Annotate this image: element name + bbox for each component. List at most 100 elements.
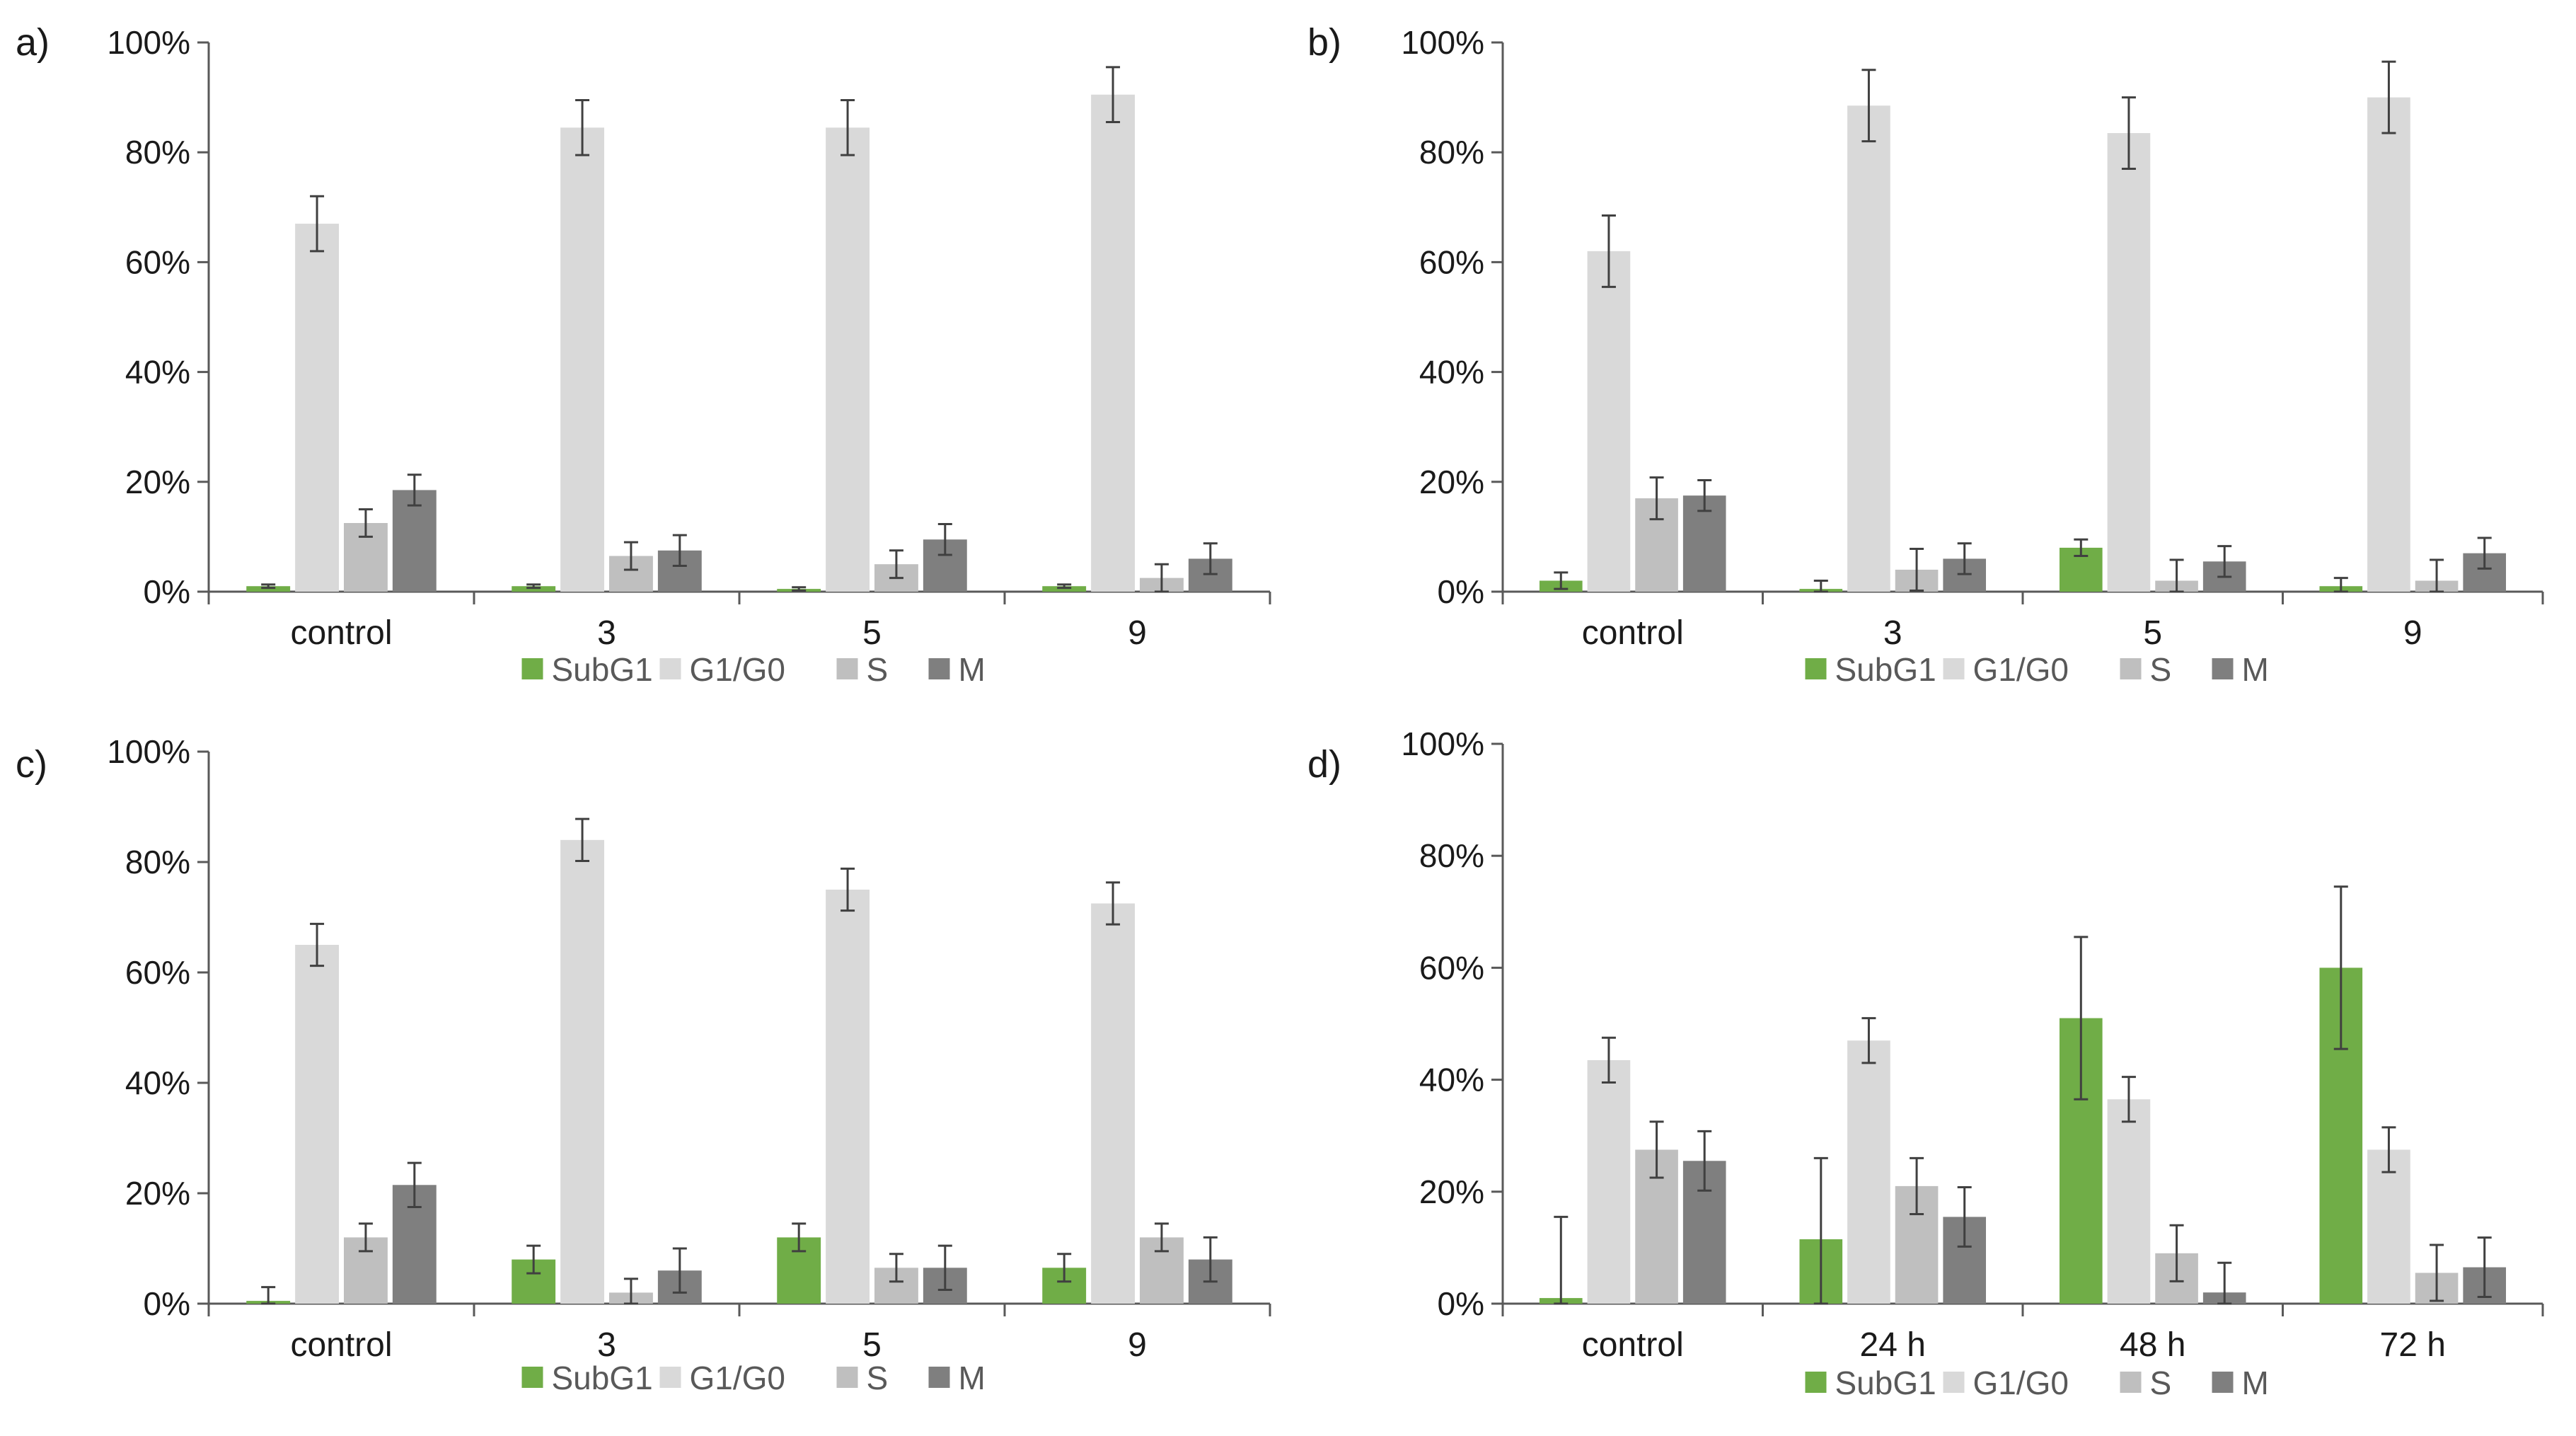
- legend-label: SubG1: [552, 651, 653, 688]
- bar-g1g0-3: [1091, 94, 1135, 592]
- bar-subg1-1: [512, 586, 556, 592]
- legend-label: G1/G0: [690, 651, 786, 688]
- category-label: 5: [862, 614, 882, 652]
- category-label: 3: [597, 614, 616, 652]
- legend-label: S: [2150, 1365, 2172, 1401]
- category-label: 5: [862, 1326, 882, 1364]
- legend-label: SubG1: [1835, 1365, 1936, 1401]
- legend-swatch: [521, 1367, 543, 1388]
- bar-g1g0-3: [1091, 903, 1135, 1304]
- legend-label: S: [867, 651, 889, 688]
- y-tick-label: 0%: [1438, 573, 1484, 610]
- y-tick-label: 40%: [125, 354, 190, 391]
- y-tick-label: 80%: [125, 134, 190, 171]
- bar-g1g0-0: [1587, 1059, 1631, 1304]
- legend-swatch: [659, 658, 681, 679]
- category-label: 5: [2143, 614, 2162, 652]
- y-tick-label: 20%: [125, 464, 190, 500]
- y-tick-label: 0%: [144, 1285, 190, 1322]
- legend-swatch: [1805, 658, 1827, 679]
- chart-panel-c: c) 0% 20% 40% 60% 80% 100% control 3 5 9 SubG1 G1/G0…: [16, 733, 1271, 1396]
- bar-g1g0-0: [1587, 251, 1631, 592]
- bar-g1g0-1: [1847, 105, 1890, 592]
- y-tick-label: 20%: [1419, 1173, 1484, 1210]
- panel-label: d): [1307, 743, 1341, 786]
- bar-g1g0-1: [560, 839, 604, 1304]
- panel-label: b): [1307, 21, 1341, 64]
- y-tick-label: 40%: [125, 1064, 190, 1101]
- legend-label: M: [959, 651, 986, 688]
- legend-swatch: [1943, 658, 1965, 679]
- category-label: 48 h: [2120, 1326, 2185, 1364]
- legend-swatch: [836, 658, 858, 679]
- legend-label: G1/G0: [690, 1360, 786, 1396]
- bar-g1g0-0: [295, 945, 339, 1304]
- category-label: 9: [1128, 1326, 1147, 1364]
- y-tick-label: 100%: [1401, 24, 1484, 61]
- bar-g1g0-2: [2107, 133, 2151, 592]
- legend-swatch: [2212, 658, 2234, 679]
- y-tick-label: 60%: [125, 243, 190, 280]
- legend-swatch: [2120, 1372, 2142, 1393]
- legend-label: SubG1: [1835, 651, 1936, 688]
- bar-m-0: [392, 490, 437, 592]
- category-label: 24 h: [1860, 1326, 1926, 1364]
- chart-panel-a: a) 0% 20% 40% 60% 80% 100% control 3 5 9 SubG1 G1/G0…: [16, 21, 1271, 688]
- bar-g1g0-0: [295, 224, 339, 592]
- bar-g1g0-3: [2367, 1149, 2410, 1304]
- legend-label: S: [2150, 651, 2172, 688]
- legend-label: S: [867, 1360, 889, 1396]
- legend-label: M: [2242, 1365, 2269, 1401]
- legend-swatch: [1805, 1372, 1827, 1393]
- y-tick-label: 100%: [107, 24, 190, 61]
- panel-label: a): [16, 21, 50, 64]
- bar-g1g0-1: [1847, 1040, 1890, 1304]
- legend-swatch: [659, 1367, 681, 1388]
- y-tick-label: 100%: [107, 733, 190, 770]
- legend-label: M: [2242, 651, 2269, 688]
- category-label: 3: [1883, 614, 1902, 652]
- legend-swatch: [928, 658, 950, 679]
- legend-swatch: [2212, 1372, 2234, 1393]
- panel-label: c): [16, 743, 47, 786]
- legend-swatch: [928, 1367, 950, 1388]
- y-tick-label: 60%: [125, 954, 190, 991]
- category-label: 9: [1128, 614, 1147, 652]
- chart-panel-d: d) 0% 20% 40% 60% 80% 100% control 24 h 48 h 72 h S…: [1307, 725, 2544, 1401]
- category-label: control: [1582, 614, 1684, 652]
- category-label: 9: [2403, 614, 2422, 652]
- chart-panel-b: b) 0% 20% 40% 60% 80% 100% control 3 5 9 SubG1 G1/G0…: [1307, 21, 2544, 688]
- bar-subg1-0: [246, 586, 291, 592]
- bar-g1g0-3: [2367, 97, 2410, 592]
- bar-g1g0-2: [826, 890, 870, 1304]
- y-tick-label: 100%: [1401, 725, 1484, 762]
- bar-g1g0-2: [826, 127, 870, 592]
- y-tick-label: 60%: [1419, 949, 1484, 986]
- y-tick-label: 20%: [125, 1175, 190, 1212]
- category-label: 72 h: [2380, 1326, 2446, 1364]
- bar-subg1-3: [1042, 586, 1087, 592]
- legend-swatch: [2120, 658, 2142, 679]
- legend-label: G1/G0: [1973, 651, 2069, 688]
- legend-label: SubG1: [552, 1360, 653, 1396]
- category-label: control: [290, 1326, 392, 1364]
- category-label: control: [1582, 1326, 1684, 1364]
- y-tick-label: 40%: [1419, 1062, 1484, 1098]
- category-label: control: [290, 614, 392, 652]
- legend-label: M: [959, 1360, 986, 1396]
- legend-swatch: [521, 658, 543, 679]
- category-label: 3: [597, 1326, 616, 1364]
- legend-swatch: [836, 1367, 858, 1388]
- y-tick-label: 40%: [1419, 354, 1484, 391]
- legend-label: G1/G0: [1973, 1365, 2069, 1401]
- y-tick-label: 60%: [1419, 243, 1484, 280]
- y-tick-label: 0%: [1438, 1285, 1484, 1322]
- y-tick-label: 20%: [1419, 464, 1484, 500]
- legend-swatch: [1943, 1372, 1965, 1393]
- y-tick-label: 80%: [1419, 134, 1484, 171]
- y-tick-label: 80%: [125, 844, 190, 880]
- bar-g1g0-1: [560, 127, 604, 592]
- bar-g1g0-2: [2107, 1099, 2151, 1304]
- y-tick-label: 0%: [144, 573, 190, 610]
